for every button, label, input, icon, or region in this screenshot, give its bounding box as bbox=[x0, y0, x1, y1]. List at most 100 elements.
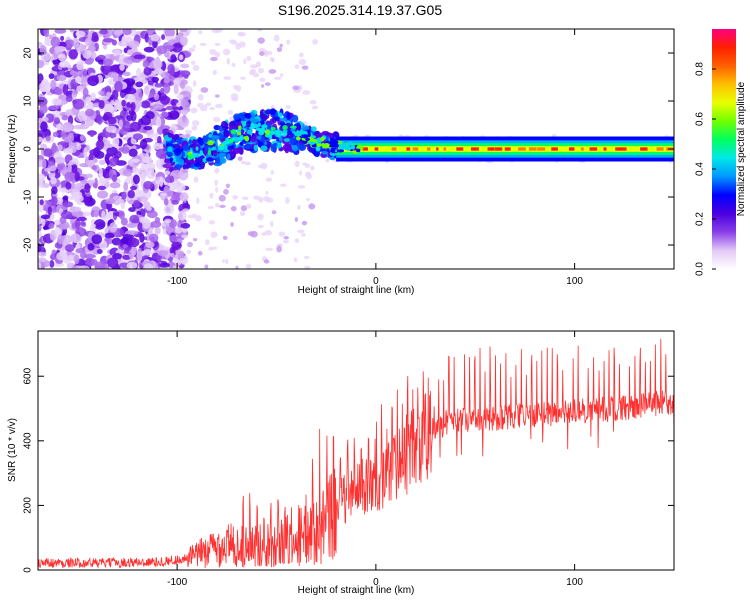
noise-blob bbox=[58, 223, 69, 230]
noise-blob bbox=[42, 183, 50, 188]
noise-blob bbox=[132, 167, 139, 173]
signal-blob bbox=[277, 112, 283, 118]
signal-blob bbox=[321, 150, 329, 155]
noise-blob bbox=[59, 249, 64, 257]
noise-blob bbox=[38, 59, 45, 69]
noise-blob bbox=[79, 134, 86, 142]
noise-blob bbox=[113, 29, 124, 36]
noise-blob bbox=[77, 110, 88, 122]
noise-blob bbox=[161, 111, 169, 118]
noise-blob bbox=[273, 34, 280, 42]
noise-blob bbox=[105, 198, 116, 205]
noise-blob bbox=[147, 210, 158, 219]
colorbar-tick-label: 0.2 bbox=[695, 212, 706, 226]
noise-blob bbox=[39, 199, 44, 206]
noise-blob bbox=[192, 80, 197, 87]
noise-blob bbox=[64, 171, 75, 182]
noise-blob bbox=[143, 125, 153, 131]
noise-blob bbox=[44, 167, 52, 172]
noise-blob bbox=[106, 91, 111, 99]
noise-blob bbox=[226, 57, 231, 65]
noise-blob bbox=[135, 81, 144, 88]
noise-blob bbox=[312, 38, 318, 45]
noise-blob bbox=[91, 258, 98, 266]
noise-blob bbox=[306, 197, 310, 202]
noise-blob bbox=[142, 218, 151, 230]
noise-blob bbox=[121, 146, 130, 154]
noise-blob bbox=[96, 139, 105, 150]
noise-blob bbox=[268, 69, 277, 74]
noise-blob bbox=[162, 163, 173, 169]
noise-blob bbox=[161, 34, 166, 40]
spectrogram-y-tick-label: -10 bbox=[23, 189, 34, 204]
noise-blob bbox=[278, 231, 286, 237]
noise-blob bbox=[62, 148, 74, 154]
noise-blob bbox=[109, 157, 118, 167]
noise-blob bbox=[240, 205, 248, 212]
signal-blob bbox=[194, 157, 203, 164]
noise-blob bbox=[38, 257, 47, 263]
noise-blob bbox=[86, 159, 95, 167]
noise-blob bbox=[104, 232, 115, 239]
carrier-peak-mark bbox=[436, 147, 439, 151]
noise-blob bbox=[98, 90, 105, 96]
noise-blob bbox=[49, 259, 55, 268]
noise-blob bbox=[243, 58, 247, 65]
noise-blob bbox=[230, 205, 237, 212]
noise-blob bbox=[115, 105, 122, 111]
noise-blob bbox=[179, 29, 188, 33]
noise-blob bbox=[283, 235, 290, 240]
transition-blob bbox=[350, 144, 356, 150]
noise-blob bbox=[39, 81, 52, 92]
noise-blob bbox=[172, 124, 177, 130]
noise-blob bbox=[145, 241, 155, 248]
noise-blob bbox=[175, 182, 179, 188]
noise-blob bbox=[89, 148, 101, 156]
transition-blob bbox=[316, 143, 322, 147]
noise-blob bbox=[115, 160, 127, 166]
noise-blob bbox=[93, 219, 106, 230]
signal-peak-blob bbox=[255, 127, 261, 132]
noise-blob bbox=[215, 103, 223, 109]
signal-blob bbox=[260, 145, 268, 152]
noise-blob bbox=[52, 59, 61, 65]
noise-blob bbox=[297, 204, 301, 210]
noise-blob bbox=[142, 60, 150, 69]
signal-blob bbox=[218, 157, 227, 164]
signal-peak-blob bbox=[199, 149, 204, 156]
noise-blob bbox=[127, 237, 140, 248]
signal-blob bbox=[279, 121, 286, 127]
noise-blob bbox=[159, 262, 170, 268]
noise-blob bbox=[193, 176, 199, 183]
spectrogram-x-ticks: -100 0 100 bbox=[167, 29, 583, 287]
noise-blob bbox=[48, 105, 60, 111]
noise-blob bbox=[79, 227, 85, 236]
noise-blob bbox=[231, 96, 239, 102]
noise-blob bbox=[50, 36, 61, 48]
noise-blob bbox=[309, 100, 317, 105]
noise-blob bbox=[191, 120, 200, 126]
noise-blob bbox=[119, 63, 125, 71]
spectrogram-y-ticks: -20 -10 0 10 20 bbox=[23, 47, 674, 252]
noise-blob bbox=[222, 48, 231, 56]
transition-blob bbox=[305, 137, 310, 141]
noise-blob bbox=[303, 255, 310, 259]
signal-peak-blob bbox=[237, 131, 242, 136]
noise-blob bbox=[80, 251, 87, 260]
noise-blob bbox=[180, 99, 188, 107]
noise-blob bbox=[265, 177, 272, 182]
signal-blob bbox=[289, 133, 295, 138]
noise-blob bbox=[104, 139, 111, 146]
carrier-peak-mark bbox=[518, 147, 526, 151]
signal-peak-blob bbox=[281, 133, 287, 137]
noise-blob bbox=[186, 249, 192, 254]
snr-x-axis-label: Height of straight line (km) bbox=[298, 585, 415, 596]
noise-blob bbox=[146, 206, 152, 211]
noise-blob bbox=[57, 164, 64, 171]
noise-blob bbox=[98, 99, 105, 109]
noise-blob bbox=[294, 160, 300, 168]
signal-peak-blob bbox=[207, 140, 214, 146]
noise-blob bbox=[73, 254, 80, 265]
noise-blob bbox=[75, 76, 82, 84]
noise-blob bbox=[48, 73, 55, 80]
